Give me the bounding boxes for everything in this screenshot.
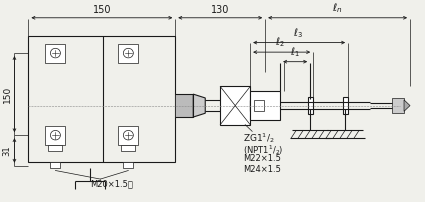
- Bar: [343, 97, 348, 114]
- Bar: [308, 97, 313, 114]
- Text: $\ell_1$: $\ell_1$: [290, 45, 300, 59]
- Text: $\ell_n$: $\ell_n$: [332, 1, 343, 15]
- Bar: [51, 162, 60, 168]
- Text: 150: 150: [3, 85, 11, 103]
- Text: 31: 31: [3, 145, 11, 156]
- Bar: [220, 86, 250, 125]
- Text: M22×1.5: M22×1.5: [243, 154, 281, 163]
- Text: $\ell_3$: $\ell_3$: [293, 26, 303, 40]
- Text: 150: 150: [93, 5, 111, 15]
- Bar: [28, 36, 175, 162]
- Bar: [254, 100, 264, 111]
- Text: 130: 130: [211, 5, 230, 15]
- Bar: [45, 126, 65, 145]
- Text: ZG1$^1$/$_2$: ZG1$^1$/$_2$: [243, 131, 275, 145]
- Bar: [45, 44, 65, 63]
- Bar: [392, 98, 404, 113]
- Polygon shape: [404, 100, 410, 111]
- Text: M24×1.5: M24×1.5: [243, 165, 281, 174]
- Text: $\ell_2$: $\ell_2$: [275, 36, 285, 49]
- Bar: [175, 94, 193, 117]
- Bar: [250, 91, 280, 120]
- Bar: [122, 145, 135, 152]
- Text: M20×1.5或: M20×1.5或: [91, 179, 133, 188]
- Text: (NPT1$^1$/$_2$): (NPT1$^1$/$_2$): [243, 143, 284, 157]
- Polygon shape: [193, 94, 205, 117]
- Bar: [48, 145, 62, 152]
- Bar: [123, 162, 133, 168]
- Bar: [118, 44, 138, 63]
- Bar: [118, 126, 138, 145]
